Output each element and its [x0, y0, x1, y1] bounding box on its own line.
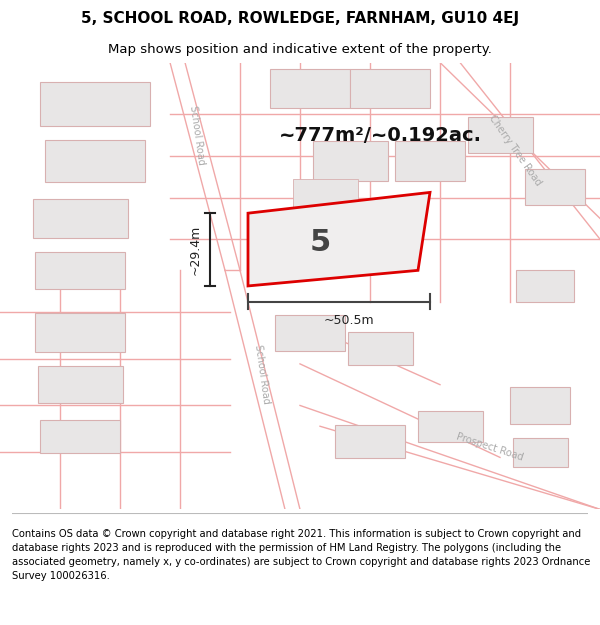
Polygon shape: [418, 411, 482, 442]
Polygon shape: [270, 69, 350, 108]
Text: ~29.4m: ~29.4m: [189, 224, 202, 275]
Text: 5: 5: [310, 228, 331, 257]
Text: School Road: School Road: [188, 105, 206, 166]
Text: School Road: School Road: [253, 344, 271, 404]
Polygon shape: [248, 192, 430, 286]
Polygon shape: [313, 141, 388, 181]
Polygon shape: [467, 117, 533, 153]
Polygon shape: [335, 425, 405, 459]
Polygon shape: [32, 199, 128, 238]
Polygon shape: [347, 332, 413, 365]
Text: Prospect Road: Prospect Road: [455, 431, 525, 462]
Text: Cherry Tree Road: Cherry Tree Road: [487, 114, 543, 188]
Polygon shape: [510, 388, 570, 424]
Text: Contains OS data © Crown copyright and database right 2021. This information is : Contains OS data © Crown copyright and d…: [12, 529, 590, 581]
Polygon shape: [525, 169, 585, 206]
Polygon shape: [293, 179, 358, 237]
Text: ~777m²/~0.192ac.: ~777m²/~0.192ac.: [278, 126, 482, 145]
Polygon shape: [395, 141, 465, 181]
Polygon shape: [40, 82, 150, 126]
Polygon shape: [512, 438, 568, 467]
Polygon shape: [516, 271, 574, 301]
Polygon shape: [35, 313, 125, 352]
Polygon shape: [35, 252, 125, 289]
Text: ~50.5m: ~50.5m: [323, 314, 374, 327]
Polygon shape: [275, 314, 345, 351]
Polygon shape: [45, 141, 145, 182]
Polygon shape: [350, 69, 430, 108]
Text: 5, SCHOOL ROAD, ROWLEDGE, FARNHAM, GU10 4EJ: 5, SCHOOL ROAD, ROWLEDGE, FARNHAM, GU10 …: [81, 11, 519, 26]
Polygon shape: [37, 366, 122, 403]
Text: Map shows position and indicative extent of the property.: Map shows position and indicative extent…: [108, 44, 492, 56]
Polygon shape: [40, 420, 120, 453]
